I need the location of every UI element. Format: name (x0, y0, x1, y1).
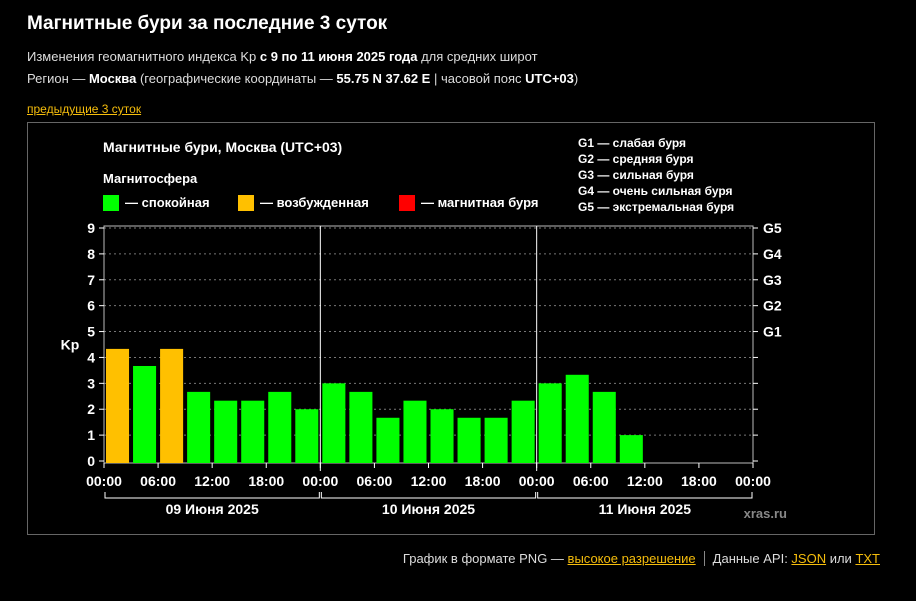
y-axis-label: Kp (61, 337, 80, 353)
y-tick-label-7: 7 (87, 272, 95, 288)
y-tick-label-9: 9 (87, 220, 95, 236)
day-label-1: 09 Июня 2025 (166, 501, 259, 517)
g-level-label-G1: G1 (763, 324, 782, 340)
y-tick-label-4: 4 (87, 349, 95, 365)
bar-18 (565, 374, 589, 463)
day-bracket-2 (320, 492, 537, 499)
day-bracket-3 (537, 492, 753, 499)
bar-2 (133, 365, 157, 463)
bar-1 (106, 348, 130, 463)
x-tick-label-3: 12:00 (194, 473, 230, 489)
bar-10 (349, 391, 373, 463)
x-tick-label-7: 12:00 (411, 473, 447, 489)
bar-19 (592, 391, 616, 463)
bar-4 (187, 391, 211, 463)
y-tick-label-6: 6 (87, 298, 95, 314)
g-scale-item-4: G4 — очень сильная буря (578, 184, 733, 198)
period-prefix: Изменения геомагнитного индекса Kp (27, 49, 260, 64)
txt-link[interactable]: TXT (855, 551, 880, 566)
page-title: Магнитные бури за последние 3 суток (27, 13, 388, 34)
bar-15 (484, 417, 508, 463)
period-suffix: для средних широт (417, 49, 538, 64)
x-tick-label-10: 06:00 (573, 473, 609, 489)
bar-3 (160, 348, 184, 463)
g-scale-item-3: G3 — сильная буря (578, 168, 694, 182)
legend-label-2: — возбужденная (260, 195, 369, 210)
day-label-3: 11 Июня 2025 (599, 501, 692, 517)
region-end: ) (573, 71, 579, 86)
x-tick-label-2: 06:00 (140, 473, 176, 489)
legend-swatch-2 (238, 195, 254, 211)
api-text: Данные API: (712, 551, 792, 566)
legend-title: Магнитосфера (103, 171, 198, 186)
bar-8 (295, 409, 319, 463)
region-timezone: UTC+03 (525, 71, 574, 86)
x-tick-label-1: 00:00 (86, 473, 122, 489)
legend-label-3: — магнитная буря (421, 195, 538, 210)
y-tick-label-0: 0 (87, 453, 95, 469)
x-tick-label-4: 18:00 (248, 473, 284, 489)
g-scale-item-2: G2 — средняя буря (578, 152, 694, 166)
x-tick-label-6: 06:00 (357, 473, 393, 489)
y-tick-label-3: 3 (87, 375, 95, 391)
footer: График в формате PNG — высокое разрешени… (403, 551, 880, 566)
day-label-2: 10 Июня 2025 (382, 501, 475, 517)
g-level-label-G3: G3 (763, 272, 782, 288)
bar-13 (430, 409, 454, 463)
g-scale-item-5: G5 — экстремальная буря (578, 200, 734, 214)
x-tick-label-8: 18:00 (465, 473, 501, 489)
bar-6 (241, 400, 265, 463)
bar-11 (376, 417, 400, 463)
g-level-label-G5: G5 (763, 220, 782, 236)
x-tick-label-9: 00:00 (519, 473, 555, 489)
bar-9 (322, 383, 346, 463)
y-tick-label-2: 2 (87, 401, 95, 417)
region-coords: 55.75 N 37.62 E (336, 71, 431, 86)
bar-5 (214, 400, 238, 463)
or-text: или (826, 551, 856, 566)
region-city: Москва (88, 71, 137, 86)
region-tz-prefix: | часовой пояс (430, 71, 526, 86)
bar-16 (511, 400, 535, 463)
day-bracket-1 (104, 492, 320, 499)
legend-label-1: — спокойная (125, 195, 210, 210)
json-link[interactable]: JSON (791, 551, 827, 566)
bar-7 (268, 391, 292, 463)
chart-title: Магнитные бури, Москва (UTC+03) (103, 139, 342, 155)
period-range: с 9 по 11 июня 2025 года (259, 49, 418, 64)
g-scale-item-1: G1 — слабая буря (578, 136, 686, 150)
bar-14 (457, 417, 481, 463)
legend-swatch-3 (399, 195, 415, 211)
high-res-link[interactable]: высокое разрешение (567, 551, 696, 566)
watermark: xras.ru (744, 506, 787, 521)
g-level-label-G4: G4 (763, 246, 782, 262)
kp-chart: Магнитные бури, Москва (UTC+03) Магнитосф… (61, 136, 787, 521)
x-tick-label-13: 00:00 (735, 473, 771, 489)
bar-12 (403, 400, 427, 463)
region-mid: (географические координаты — (136, 71, 337, 86)
x-tick-label-5: 00:00 (302, 473, 338, 489)
y-tick-label-8: 8 (87, 246, 95, 262)
chart-frame (27, 122, 875, 535)
y-tick-label-1: 1 (87, 427, 95, 443)
region-description: Регион — Москва (географические координа… (27, 71, 578, 86)
x-tick-label-12: 18:00 (681, 473, 717, 489)
bar-17 (538, 383, 562, 463)
x-tick-label-11: 12:00 (627, 473, 663, 489)
legend-swatch-1 (103, 195, 119, 211)
footer-divider (703, 551, 705, 566)
y-tick-label-5: 5 (87, 324, 95, 340)
region-prefix: Регион — (27, 71, 89, 86)
png-text: График в формате PNG — (402, 551, 568, 566)
previous-3-days-link[interactable]: предыдущие 3 суток (27, 102, 142, 116)
period-description: Изменения геомагнитного индекса Kp с 9 п… (27, 49, 538, 64)
g-level-label-G2: G2 (763, 298, 782, 314)
bar-20 (619, 435, 643, 463)
